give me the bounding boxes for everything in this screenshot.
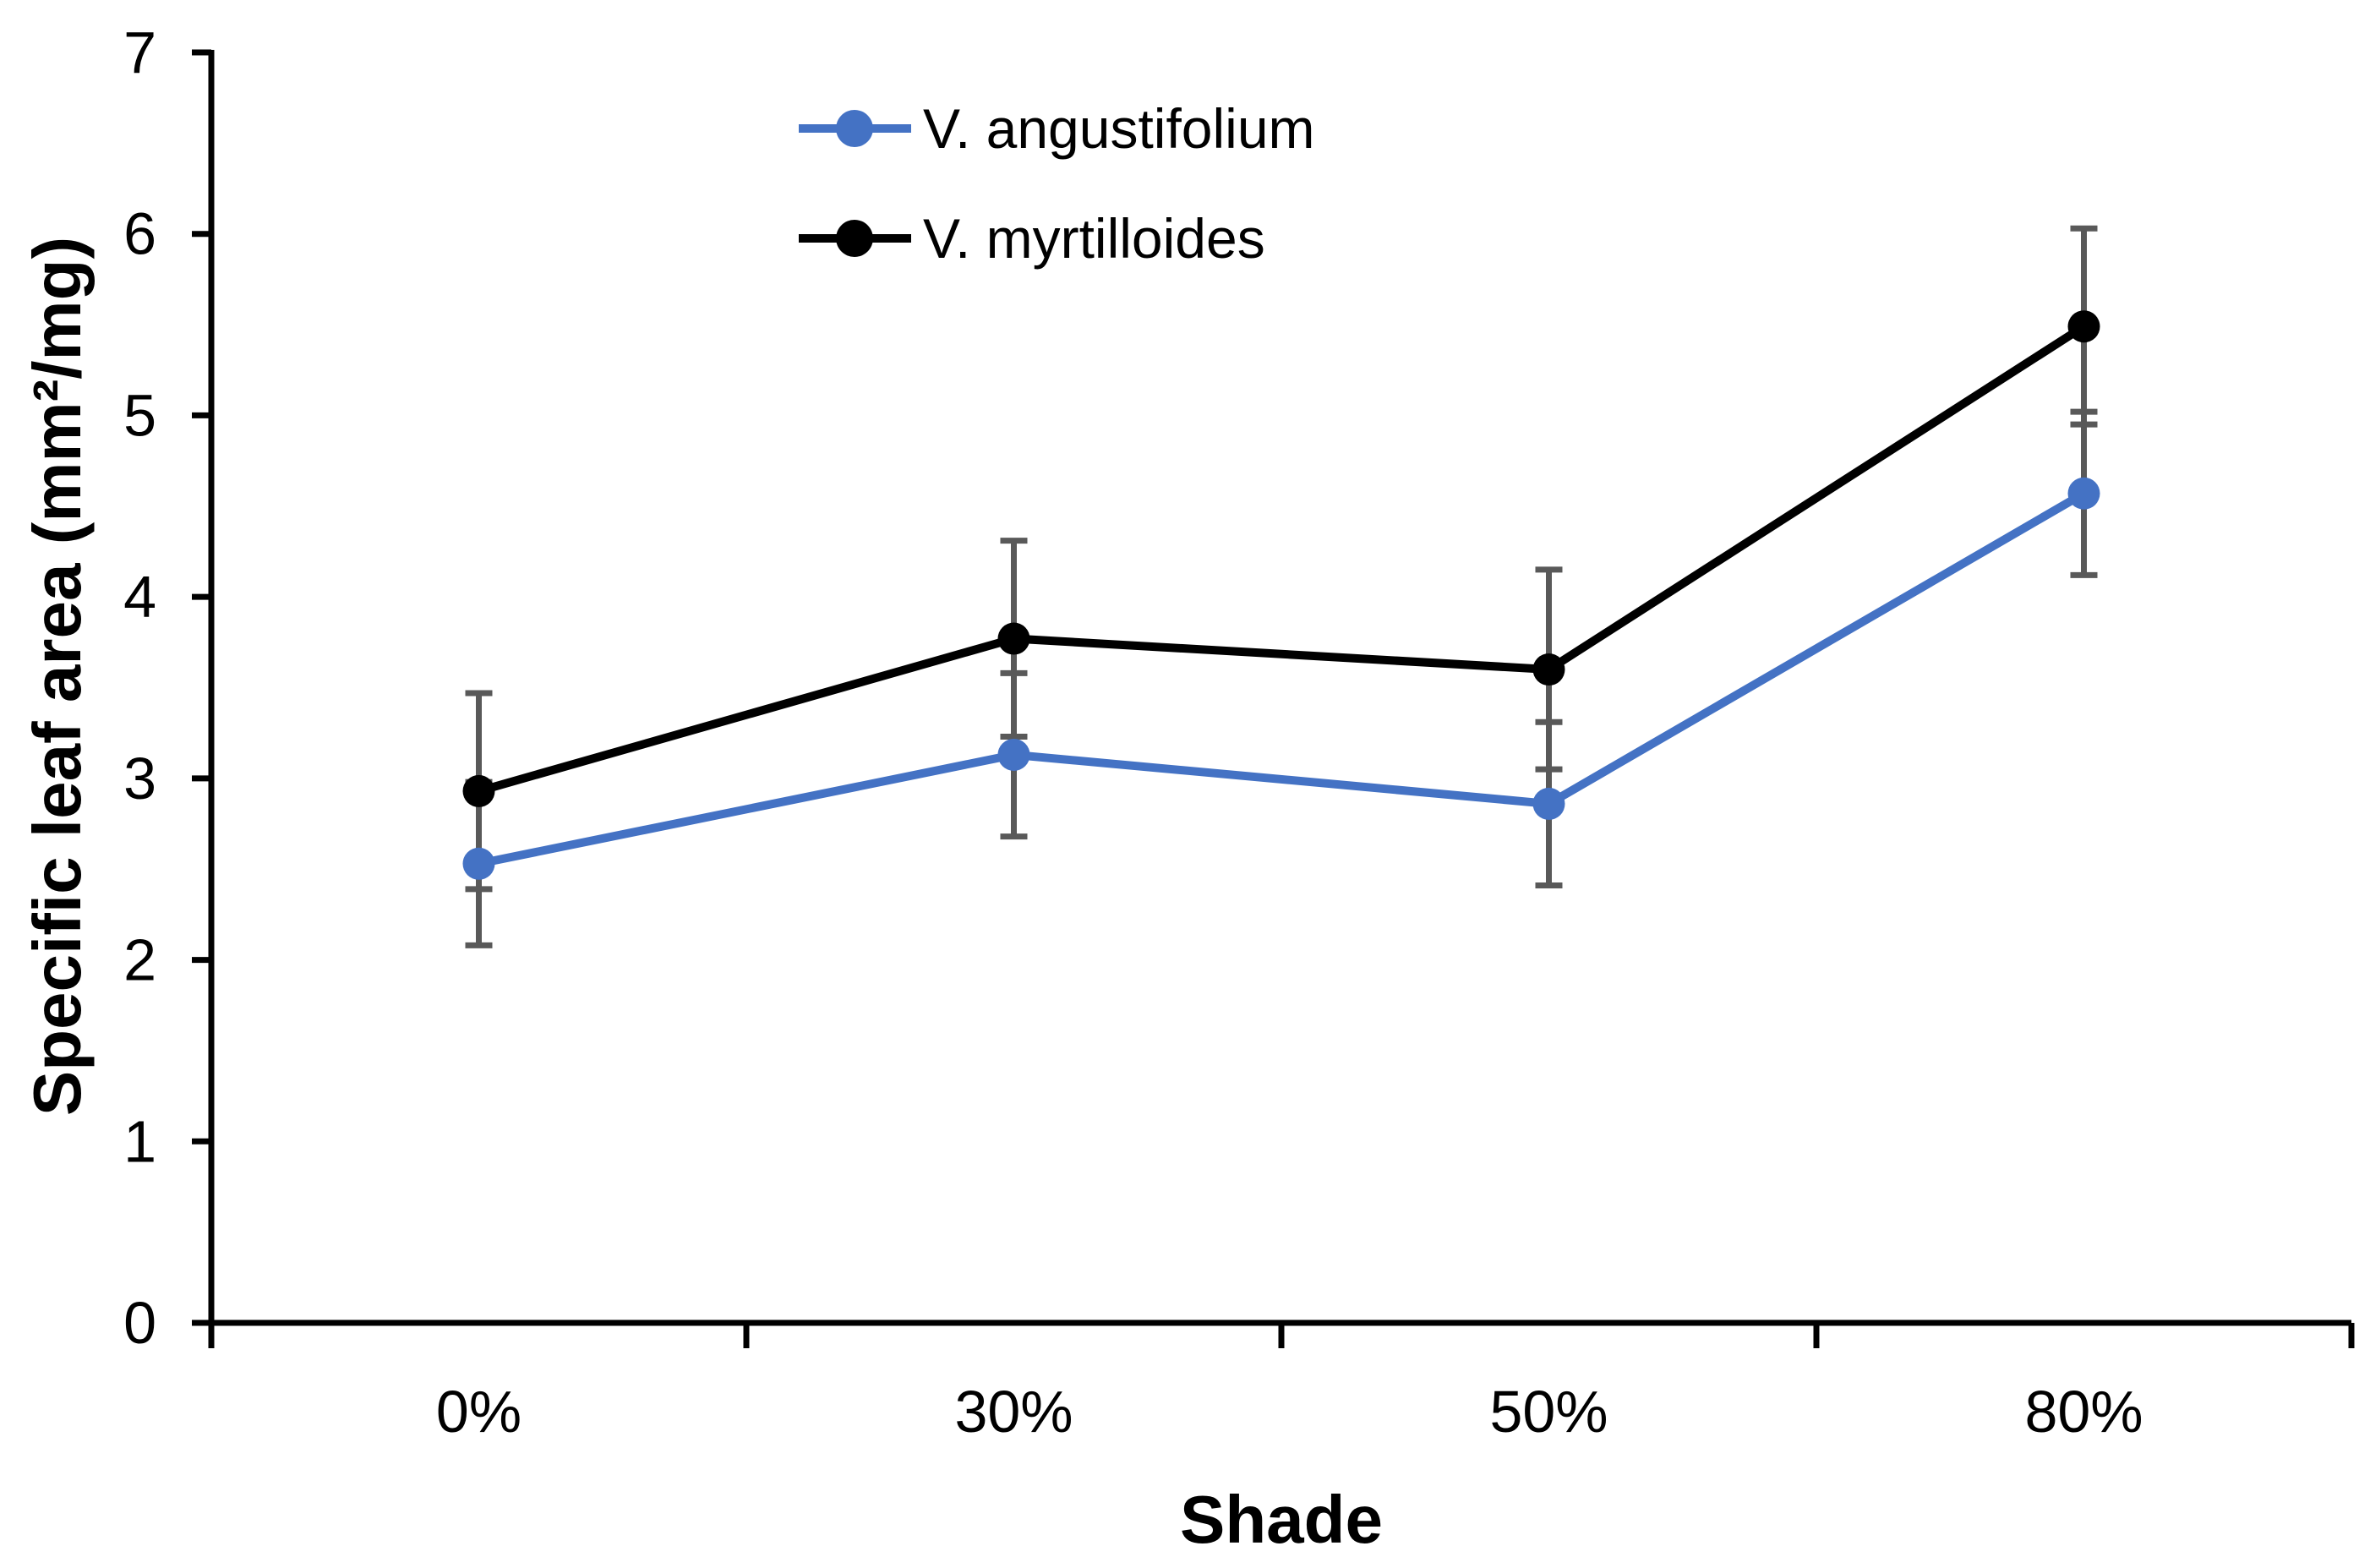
x-tick-label: 30%	[954, 1379, 1073, 1445]
y-tick-label: 0	[123, 1290, 156, 1356]
data-point-marker	[462, 847, 495, 880]
y-tick-label: 6	[123, 201, 156, 267]
legend-marker-icon	[836, 220, 873, 257]
legend-label: V. angustifolium	[923, 97, 1315, 160]
data-point-marker	[2067, 310, 2100, 343]
legend-marker-icon	[836, 110, 873, 147]
data-point-marker	[2067, 477, 2100, 510]
legend: V. angustifolium V. myrtilloides	[799, 97, 1315, 270]
x-tick-label: 80%	[2024, 1379, 2143, 1445]
y-tick-label: 4	[123, 564, 156, 630]
series-line	[478, 489, 2087, 868]
y-axis-title: Specific leaf area (mm²/mg)	[19, 237, 95, 1116]
data-point-marker	[997, 738, 1030, 771]
x-tick-label: 0%	[436, 1379, 522, 1445]
x-axis-title: Shade	[1180, 1482, 1383, 1557]
x-tick-label: 50%	[1489, 1379, 1608, 1445]
legend-label: V. myrtilloides	[923, 207, 1265, 270]
y-tick-label: 1	[123, 1108, 156, 1174]
data-point-marker	[1532, 787, 1565, 820]
data-point-marker	[997, 622, 1030, 655]
y-tick-label: 5	[123, 382, 156, 448]
data-point-marker	[462, 774, 495, 807]
legend-item-angustifolium: V. angustifolium	[799, 97, 1315, 160]
plot-area: 0 1 2 3 4 5 6 7 0% 30% 50% 80%	[123, 19, 2355, 1445]
y-tick-label: 2	[123, 927, 156, 993]
y-tick-label: 3	[123, 746, 156, 811]
series-line	[478, 323, 2087, 795]
data-point-marker	[1532, 653, 1565, 686]
y-tick-label: 7	[123, 19, 156, 85]
legend-item-myrtilloides: V. myrtilloides	[799, 207, 1265, 270]
